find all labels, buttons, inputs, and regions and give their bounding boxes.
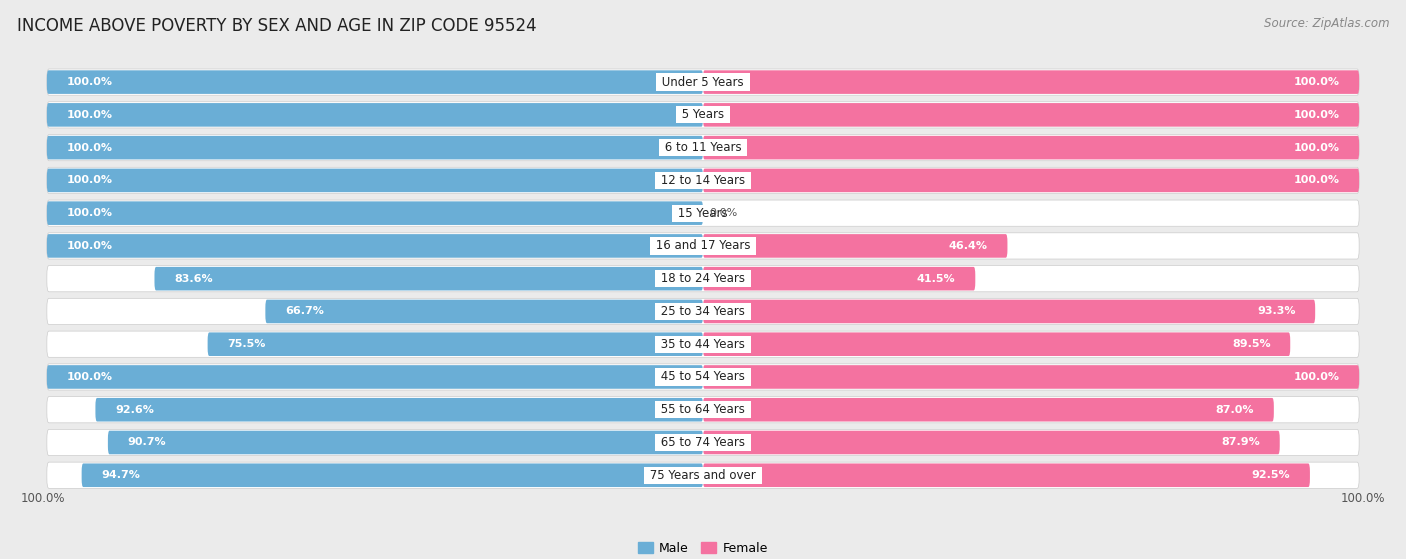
FancyBboxPatch shape	[703, 136, 1360, 159]
Text: Under 5 Years: Under 5 Years	[658, 75, 748, 89]
Text: 90.7%: 90.7%	[128, 438, 166, 448]
FancyBboxPatch shape	[108, 430, 703, 454]
Text: Source: ZipAtlas.com: Source: ZipAtlas.com	[1264, 17, 1389, 30]
Text: 100.0%: 100.0%	[1294, 77, 1340, 87]
FancyBboxPatch shape	[46, 397, 1360, 423]
Text: 75 Years and over: 75 Years and over	[647, 469, 759, 482]
FancyBboxPatch shape	[703, 234, 1008, 258]
Text: 83.6%: 83.6%	[174, 274, 212, 283]
FancyBboxPatch shape	[46, 429, 1360, 456]
Text: 87.9%: 87.9%	[1222, 438, 1260, 448]
FancyBboxPatch shape	[46, 69, 1360, 95]
FancyBboxPatch shape	[46, 331, 1360, 357]
Text: 100.0%: 100.0%	[21, 492, 65, 505]
Text: 25 to 34 Years: 25 to 34 Years	[657, 305, 749, 318]
Text: 100.0%: 100.0%	[66, 110, 112, 120]
FancyBboxPatch shape	[46, 103, 703, 127]
Text: 16 and 17 Years: 16 and 17 Years	[652, 239, 754, 253]
Text: 75.5%: 75.5%	[228, 339, 266, 349]
Text: 100.0%: 100.0%	[66, 176, 112, 186]
FancyBboxPatch shape	[46, 136, 703, 159]
FancyBboxPatch shape	[46, 167, 1360, 193]
Text: 100.0%: 100.0%	[66, 372, 112, 382]
FancyBboxPatch shape	[82, 463, 703, 487]
FancyBboxPatch shape	[703, 169, 1360, 192]
Text: 100.0%: 100.0%	[1294, 143, 1340, 153]
FancyBboxPatch shape	[46, 70, 703, 94]
Text: 100.0%: 100.0%	[1341, 492, 1385, 505]
FancyBboxPatch shape	[46, 102, 1360, 128]
Text: 15 Years: 15 Years	[675, 207, 731, 220]
Text: 0.0%: 0.0%	[710, 208, 738, 218]
FancyBboxPatch shape	[46, 365, 703, 389]
Text: 94.7%: 94.7%	[101, 470, 141, 480]
FancyBboxPatch shape	[703, 300, 1315, 323]
Text: 12 to 14 Years: 12 to 14 Years	[657, 174, 749, 187]
FancyBboxPatch shape	[703, 103, 1360, 127]
FancyBboxPatch shape	[46, 233, 1360, 259]
FancyBboxPatch shape	[46, 462, 1360, 489]
Text: 100.0%: 100.0%	[1294, 110, 1340, 120]
FancyBboxPatch shape	[208, 333, 703, 356]
Text: 100.0%: 100.0%	[66, 208, 112, 218]
FancyBboxPatch shape	[46, 135, 1360, 161]
Text: 66.7%: 66.7%	[285, 306, 323, 316]
Text: 41.5%: 41.5%	[917, 274, 956, 283]
Text: 89.5%: 89.5%	[1232, 339, 1271, 349]
Text: 5 Years: 5 Years	[678, 108, 728, 121]
FancyBboxPatch shape	[266, 300, 703, 323]
FancyBboxPatch shape	[46, 364, 1360, 390]
Text: 65 to 74 Years: 65 to 74 Years	[657, 436, 749, 449]
FancyBboxPatch shape	[96, 398, 703, 421]
Legend: Male, Female: Male, Female	[638, 542, 768, 555]
FancyBboxPatch shape	[46, 266, 1360, 292]
Text: 92.6%: 92.6%	[115, 405, 155, 415]
Text: 18 to 24 Years: 18 to 24 Years	[657, 272, 749, 285]
Text: 100.0%: 100.0%	[66, 241, 112, 251]
FancyBboxPatch shape	[46, 201, 703, 225]
Text: 45 to 54 Years: 45 to 54 Years	[657, 371, 749, 383]
FancyBboxPatch shape	[703, 267, 976, 291]
FancyBboxPatch shape	[155, 267, 703, 291]
Text: INCOME ABOVE POVERTY BY SEX AND AGE IN ZIP CODE 95524: INCOME ABOVE POVERTY BY SEX AND AGE IN Z…	[17, 17, 537, 35]
FancyBboxPatch shape	[46, 234, 703, 258]
FancyBboxPatch shape	[703, 463, 1310, 487]
Text: 46.4%: 46.4%	[949, 241, 988, 251]
Text: 92.5%: 92.5%	[1251, 470, 1291, 480]
Text: 100.0%: 100.0%	[1294, 372, 1340, 382]
Text: 100.0%: 100.0%	[66, 143, 112, 153]
FancyBboxPatch shape	[46, 200, 1360, 226]
FancyBboxPatch shape	[46, 299, 1360, 325]
Text: 87.0%: 87.0%	[1216, 405, 1254, 415]
FancyBboxPatch shape	[703, 430, 1279, 454]
FancyBboxPatch shape	[703, 333, 1291, 356]
FancyBboxPatch shape	[703, 398, 1274, 421]
Text: 6 to 11 Years: 6 to 11 Years	[661, 141, 745, 154]
Text: 93.3%: 93.3%	[1257, 306, 1295, 316]
FancyBboxPatch shape	[46, 169, 703, 192]
Text: 55 to 64 Years: 55 to 64 Years	[657, 403, 749, 416]
FancyBboxPatch shape	[703, 365, 1360, 389]
Text: 100.0%: 100.0%	[1294, 176, 1340, 186]
Text: 100.0%: 100.0%	[66, 77, 112, 87]
Text: 35 to 44 Years: 35 to 44 Years	[657, 338, 749, 350]
FancyBboxPatch shape	[703, 70, 1360, 94]
